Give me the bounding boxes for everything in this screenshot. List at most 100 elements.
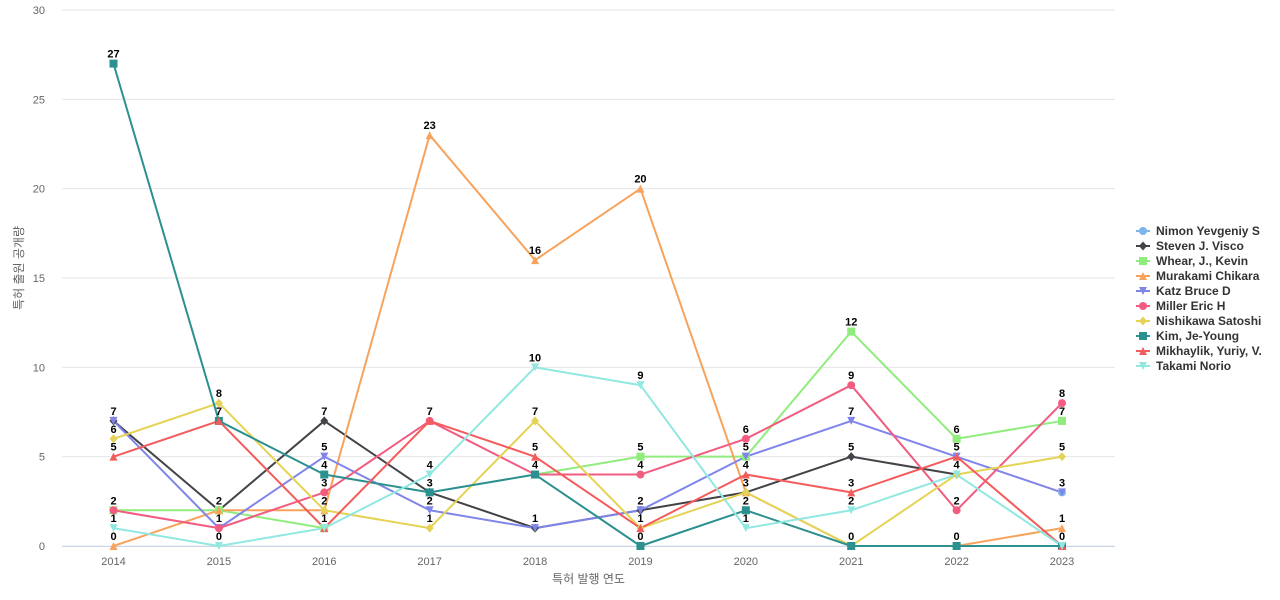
- point-mikhaylik-yuriy-v: [741, 470, 750, 479]
- point-kim-je-young: [320, 470, 329, 479]
- legend-item-miller-eric-h[interactable]: Miller Eric H: [1136, 299, 1225, 313]
- grid-lines: [62, 9, 1115, 547]
- point-miller-eric-h: [741, 434, 750, 443]
- point-mikhaylik-yuriy-v: [847, 488, 856, 497]
- point-miller-eric-h: [952, 506, 961, 515]
- legend-item-nishikawa-satoshi[interactable]: Nishikawa Satoshi: [1136, 314, 1261, 328]
- data-label: 4: [532, 460, 539, 472]
- point-steven-j-visco: [320, 416, 329, 426]
- data-label: 2: [954, 495, 960, 507]
- legend-symbol: [1139, 362, 1147, 370]
- data-label: 7: [1059, 406, 1065, 418]
- point-kim-je-young: [847, 542, 856, 550]
- point-whear-j-kevin: [847, 327, 856, 336]
- point-katz-bruce-d: [320, 452, 329, 461]
- legend-item-steven-j-visco[interactable]: Steven J. Visco: [1136, 239, 1244, 253]
- point-katz-bruce-d: [531, 524, 540, 533]
- point-takami-norio: [952, 470, 961, 479]
- data-label: 1: [427, 513, 433, 525]
- data-label: 3: [743, 477, 749, 489]
- point-murakami-chikara: [1058, 524, 1066, 533]
- point-nishikawa-satoshi: [531, 416, 540, 426]
- legend-label: Nimon Yevgeniy S: [1156, 224, 1260, 238]
- data-label: 2: [743, 495, 749, 507]
- data-label: 7: [110, 406, 116, 418]
- point-whear-j-kevin: [952, 434, 961, 443]
- data-label: 23: [424, 120, 436, 132]
- legend-symbol: [1139, 257, 1147, 265]
- data-label: 0: [954, 531, 960, 543]
- data-label: 3: [321, 477, 327, 489]
- legend-item-whear-j-kevin[interactable]: Whear, J., Kevin: [1136, 254, 1248, 268]
- x-tick-label: 2016: [312, 556, 336, 568]
- data-label: 6: [743, 424, 749, 436]
- data-label: 5: [954, 442, 960, 454]
- legend-item-mikhaylik-yuriy-v[interactable]: Mikhaylik, Yuriy, V.: [1136, 344, 1262, 358]
- point-miller-eric-h: [320, 488, 329, 497]
- legend-label: Mikhaylik, Yuriy, V.: [1156, 344, 1262, 358]
- x-tick-label: 2020: [734, 556, 758, 568]
- point-katz-bruce-d: [1058, 488, 1066, 497]
- legend-label: Steven J. Visco: [1156, 239, 1244, 253]
- point-kim-je-young: [531, 470, 540, 479]
- point-katz-bruce-d: [109, 416, 118, 425]
- y-tick-label: 10: [33, 362, 45, 374]
- data-label: 8: [216, 388, 222, 400]
- data-label: 3: [427, 477, 433, 489]
- legend-symbol: [1139, 287, 1147, 295]
- y-tick-label: 30: [33, 5, 45, 17]
- data-label: 7: [321, 406, 327, 418]
- series-markers: [109, 59, 1066, 551]
- point-katz-bruce-d: [636, 506, 645, 515]
- point-murakami-chikara: [214, 506, 223, 515]
- data-label: 16: [529, 245, 541, 257]
- point-murakami-chikara: [109, 542, 118, 550]
- point-takami-norio: [320, 524, 329, 533]
- data-label: 4: [743, 460, 750, 472]
- point-kim-je-young: [425, 488, 434, 497]
- data-label: 5: [743, 442, 749, 454]
- data-label: 5: [321, 442, 327, 454]
- x-tick-label: 2015: [207, 556, 231, 568]
- x-axis-ticks: 2014 2015 2016 2017 2018 2019 2020 2021 2022 2023: [101, 556, 1074, 568]
- legend-item-nimon-yevgeniy-s[interactable]: Nimon Yevgeniy S: [1136, 224, 1260, 238]
- point-nishikawa-satoshi: [1058, 452, 1066, 462]
- point-nishikawa-satoshi: [425, 523, 434, 533]
- point-takami-norio: [636, 381, 645, 390]
- point-nishikawa-satoshi: [320, 505, 329, 515]
- data-label: 0: [216, 531, 222, 543]
- data-label: 5: [848, 442, 854, 454]
- point-takami-norio: [531, 363, 540, 372]
- series-line-takami-norio: [112, 366, 1063, 547]
- series-line-mikhaylik-yuriy-v: [112, 419, 1063, 547]
- data-label: 10: [529, 352, 541, 364]
- data-label: 9: [848, 370, 854, 382]
- legend-item-takami-norio[interactable]: Takami Norio: [1136, 359, 1231, 373]
- data-label: 1: [1059, 513, 1065, 525]
- data-label: 8: [1059, 388, 1065, 400]
- legend-label: Murakami Chikara: [1156, 269, 1260, 283]
- point-miller-eric-h: [636, 470, 645, 479]
- x-tick-label: 2023: [1050, 556, 1074, 568]
- data-label: 7: [532, 406, 538, 418]
- data-label: 3: [848, 477, 854, 489]
- point-katz-bruce-d: [847, 416, 856, 425]
- data-label: 1: [110, 513, 116, 525]
- point-miller-eric-h: [214, 524, 223, 533]
- point-takami-norio: [425, 470, 434, 479]
- point-takami-norio: [847, 506, 856, 515]
- point-takami-norio: [741, 524, 750, 533]
- point-nishikawa-satoshi: [109, 434, 118, 444]
- point-nishikawa-satoshi: [214, 398, 223, 408]
- legend-item-murakami-chikara[interactable]: Murakami Chikara: [1136, 269, 1260, 283]
- legend-item-kim-je-young[interactable]: Kim, Je-Young: [1136, 329, 1239, 343]
- data-label: 2: [321, 495, 327, 507]
- data-labels: 2776521087210754321237432116107541209542…: [107, 49, 1065, 543]
- legend-item-katz-bruce-d[interactable]: Katz Bruce D: [1136, 284, 1231, 298]
- point-whear-j-kevin: [1058, 416, 1066, 425]
- data-label: 27: [107, 49, 119, 61]
- point-mikhaylik-yuriy-v: [214, 416, 223, 425]
- data-label: 1: [637, 513, 643, 525]
- data-label: 1: [216, 513, 222, 525]
